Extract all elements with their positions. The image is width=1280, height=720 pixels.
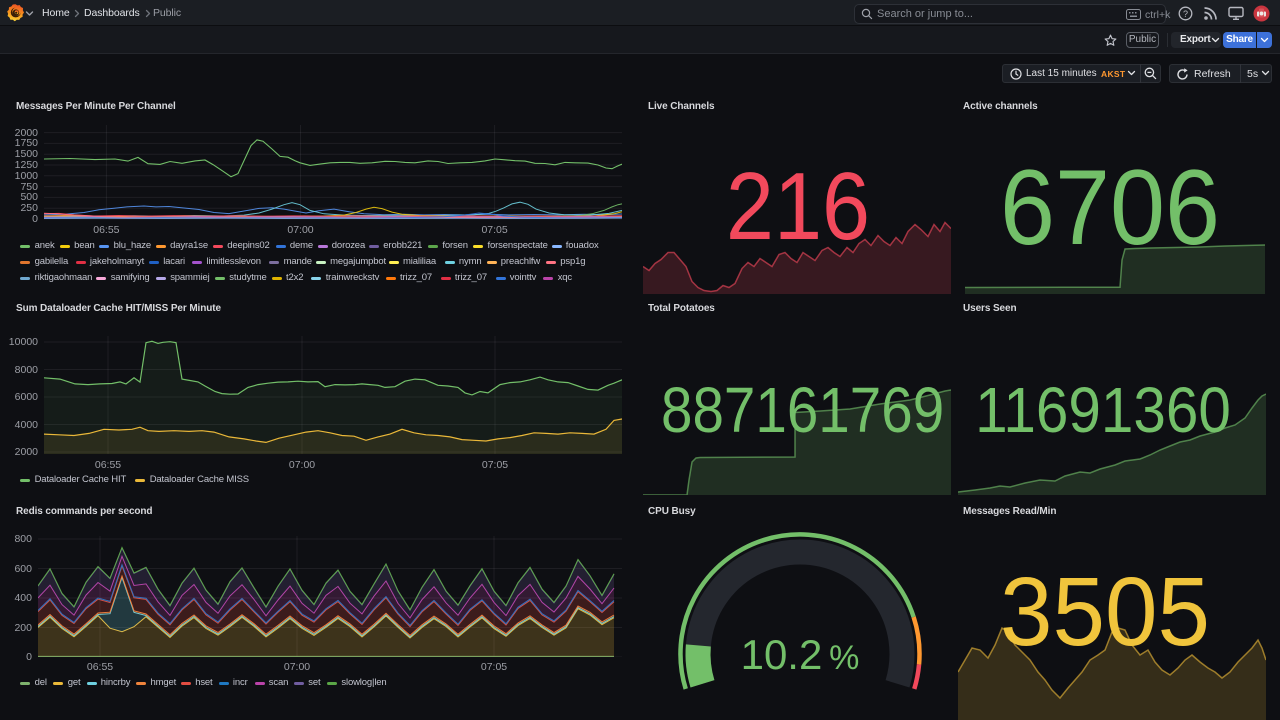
svg-text:?: ?	[1183, 9, 1188, 19]
